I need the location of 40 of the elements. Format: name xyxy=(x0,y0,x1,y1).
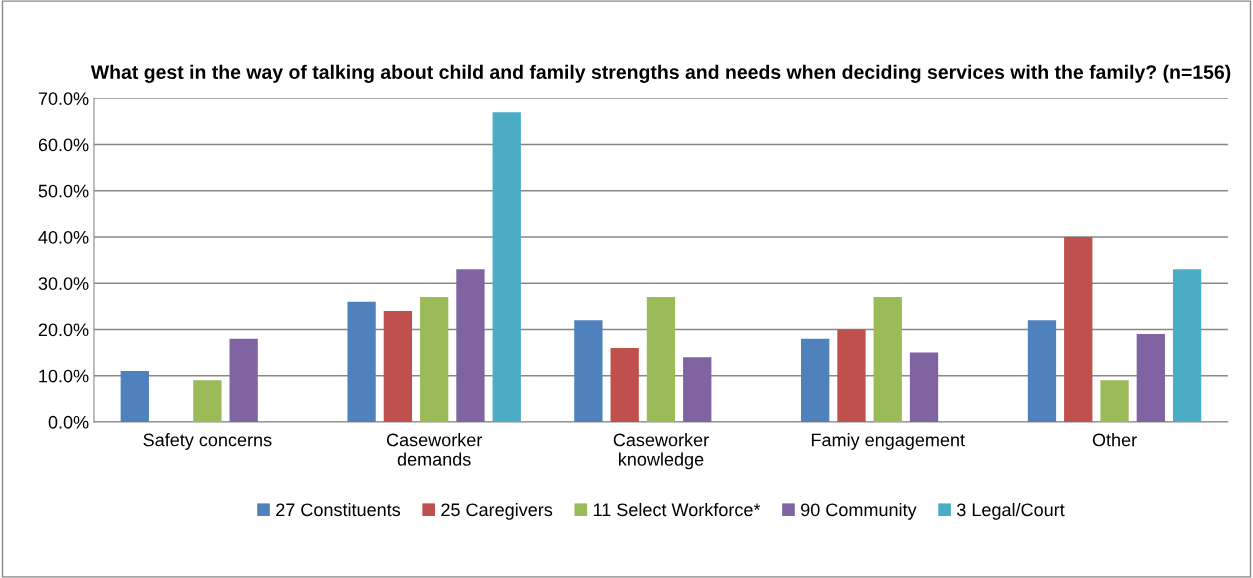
bar xyxy=(1172,269,1202,422)
y-tick-label: 50.0% xyxy=(38,184,89,198)
chart-title: What gest in the way of talking about child and family strengths and needs when deciding services with the family? (n=156) xyxy=(90,64,1231,83)
bar xyxy=(383,310,413,422)
bar xyxy=(1100,380,1129,422)
y-tick-label: 30.0% xyxy=(38,277,89,290)
bar xyxy=(837,329,866,422)
bar xyxy=(909,352,939,422)
x-tick-label: Famiy engagement xyxy=(811,433,965,450)
legend-label: 11 Select Workforce* xyxy=(593,502,761,517)
x-tick-label: Other xyxy=(1092,433,1137,447)
bar xyxy=(574,320,603,422)
bar xyxy=(193,380,222,422)
x-tick-label: Caseworker demands xyxy=(386,433,483,466)
x-tick-label: Caseworker knowledge xyxy=(613,433,709,470)
y-tick-label: 0.0% xyxy=(48,415,89,429)
bar xyxy=(120,371,149,422)
y-tick-label: 40.0% xyxy=(38,230,89,244)
bar xyxy=(347,301,376,422)
legend-label: 3 Legal/Court xyxy=(957,502,1065,520)
y-tick-label: 70.0% xyxy=(38,92,89,105)
bar xyxy=(420,297,449,422)
bar xyxy=(610,347,639,422)
bar xyxy=(492,112,521,422)
legend-label: 25 Caregivers xyxy=(441,502,553,520)
bar xyxy=(1064,236,1093,422)
bar xyxy=(646,297,676,422)
bar xyxy=(801,338,830,422)
legend-label: 90 Community xyxy=(801,502,917,520)
y-tick-label: 60.0% xyxy=(38,138,89,152)
bar xyxy=(229,338,258,422)
x-tick-label: Safety concerns xyxy=(143,433,272,450)
y-tick-label: 20.0% xyxy=(38,323,89,337)
bar xyxy=(873,297,902,422)
bar xyxy=(456,269,485,422)
bar xyxy=(1027,320,1057,422)
legend-label: 27 Constituents xyxy=(276,502,401,517)
bar xyxy=(683,357,712,422)
y-tick-label: 10.0% xyxy=(39,369,89,383)
bar xyxy=(1136,334,1165,422)
